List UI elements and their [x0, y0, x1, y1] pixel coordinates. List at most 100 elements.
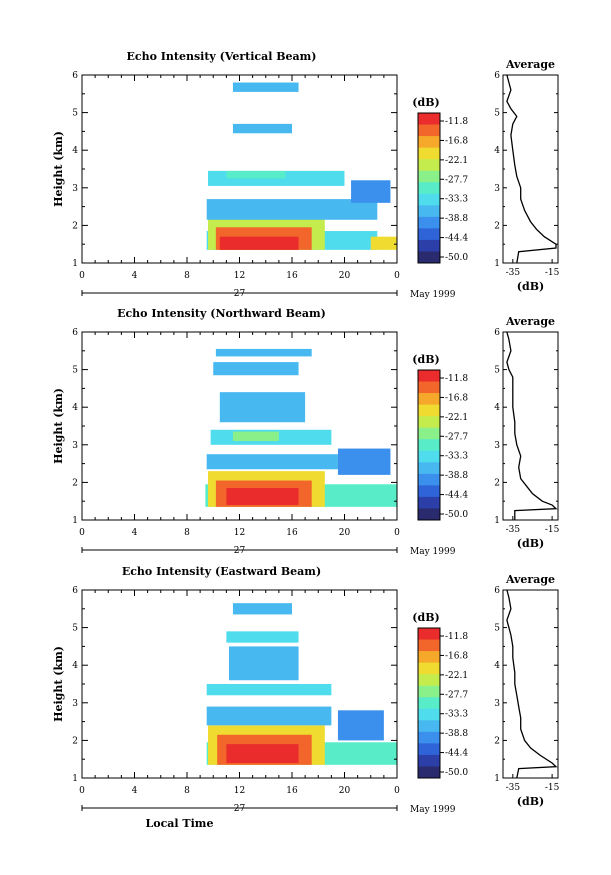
echo-layer [206, 454, 338, 470]
echo-layer [219, 392, 306, 423]
x-tick-label: 16 [286, 786, 298, 796]
colorbar-swatch [418, 766, 440, 779]
average-y-tick-label: 1 [494, 774, 500, 784]
echo-layers [205, 348, 397, 507]
average-y-tick-label: 4 [494, 661, 500, 671]
colorbar-swatch [418, 754, 440, 767]
colorbar-label: -33.3 [445, 195, 468, 205]
colorbar-swatch [418, 124, 440, 137]
colorbar-swatch [418, 439, 440, 452]
average-title: Average [505, 58, 555, 71]
echo-layers [206, 82, 397, 250]
colorbar-unit: (dB) [412, 611, 439, 624]
colorbar-swatch [418, 393, 440, 406]
echo-layer [226, 631, 299, 643]
colorbar-swatch [418, 239, 440, 252]
colorbar-label: -44.4 [445, 234, 468, 244]
y-tick-label: 6 [72, 328, 78, 338]
x-tick-label: 4 [132, 528, 138, 538]
y-tick-label: 1 [72, 774, 78, 784]
average-y-tick-label: 3 [494, 699, 500, 709]
average-title: Average [505, 573, 555, 586]
colorbar-swatch [418, 462, 440, 475]
average-x-tick-label: -15 [545, 268, 560, 278]
panel-2: Echo Intensity (Northward Beam) 1 2 3 4 5 6 Hei… [52, 307, 560, 557]
x-tick-label: 0 [394, 528, 400, 538]
x-tick-label: 20 [339, 786, 351, 796]
x-tick-label: 20 [339, 528, 351, 538]
colorbar-swatch [418, 251, 440, 264]
colorbar-unit: (dB) [412, 353, 439, 366]
y-tick-label: 3 [72, 699, 78, 709]
average-x-label: (dB) [517, 537, 544, 550]
echo-layer [337, 710, 384, 741]
colorbar-swatch [418, 708, 440, 721]
echo-layer [351, 180, 391, 203]
average-x-tick-label: -35 [506, 525, 521, 535]
panel-1: Echo Intensity (Vertical Beam)123456Heig… [52, 50, 560, 300]
x-tick-label: 0 [394, 271, 400, 281]
colorbar-swatch [418, 159, 440, 172]
colorbar-frame [417, 112, 441, 264]
average-y-tick-label: 2 [494, 478, 500, 488]
colorbar-swatch [418, 182, 440, 195]
x-tick-label: 0 [79, 786, 85, 796]
y-axis-label: Height (km) [52, 646, 65, 722]
average-y-tick-label: 5 [494, 109, 500, 119]
y-axis-label: Height (km) [52, 388, 65, 464]
date-label: May 1999 [410, 805, 456, 815]
x-tick-label: 16 [286, 528, 298, 538]
x-tick-label: 20 [339, 271, 351, 281]
colorbar-swatch [418, 404, 440, 417]
average-y-tick-label: 2 [494, 736, 500, 746]
average-x-tick-label: -15 [545, 525, 560, 535]
y-axis-label: Height (km) [52, 131, 65, 207]
echo-layer [219, 236, 299, 250]
echo-layer [226, 744, 299, 763]
x-tick-label: 12 [234, 786, 245, 796]
colorbar-swatch [418, 381, 440, 394]
echo-layers [206, 603, 397, 765]
y-tick-label: 4 [72, 661, 78, 671]
echo-layer [206, 199, 378, 220]
colorbar-swatch [418, 662, 440, 675]
colorbar-label: -27.7 [445, 175, 468, 185]
colorbar-swatch [418, 674, 440, 687]
y-tick-label: 1 [72, 516, 78, 526]
colorbar-swatch [418, 205, 440, 218]
average-y-tick-label: 1 [494, 259, 500, 269]
colorbar-frame [417, 369, 441, 521]
x-tick-label: 4 [132, 271, 138, 281]
colorbar-swatch [418, 170, 440, 183]
colorbar-label: -22.1 [445, 413, 468, 423]
colorbar-swatch [418, 427, 440, 440]
average-y-tick-label: 4 [494, 403, 500, 413]
echo-layer [337, 448, 391, 475]
colorbar-label: -38.8 [445, 471, 468, 481]
colorbar-swatch [418, 639, 440, 652]
x-tick-label: 16 [286, 271, 298, 281]
average-frame [502, 74, 559, 264]
colorbar-swatch [418, 193, 440, 206]
colorbar-swatch [418, 473, 440, 486]
average-y-tick-label: 4 [494, 146, 500, 156]
y-tick-label: 5 [72, 366, 78, 376]
colorbar-swatch [418, 743, 440, 756]
y-tick-label: 3 [72, 441, 78, 451]
colorbar-swatch [418, 496, 440, 509]
colorbar-swatch [418, 370, 440, 383]
day-label: 27 [234, 289, 246, 299]
echo-layer [206, 684, 332, 696]
colorbar-swatch [418, 697, 440, 710]
colorbar-swatch [418, 685, 440, 698]
average-title: Average [505, 315, 555, 328]
colorbar-label: -16.8 [445, 651, 468, 661]
colorbar-label: -33.3 [445, 710, 468, 720]
colorbar-label: -38.8 [445, 729, 468, 739]
echo-layer [215, 348, 312, 357]
echo-layer [370, 236, 397, 250]
day-label: 27 [234, 804, 246, 814]
panel-title: Echo Intensity (Northward Beam) [117, 307, 326, 320]
colorbar-label: -50.0 [445, 253, 468, 263]
